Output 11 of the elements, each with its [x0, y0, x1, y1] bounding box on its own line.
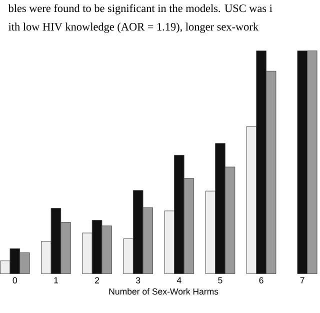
x-tick-label: 4	[176, 277, 182, 284]
text: ith low HIV knowledge (AOR = 1.19), longer sex-work	[8, 22, 259, 33]
text: bles were found to be significant in the models. USC was i	[8, 4, 272, 14]
x-tick-label: 7	[300, 277, 304, 284]
x-tick-label: 1	[54, 277, 58, 284]
x-tick-label: 6	[259, 277, 264, 284]
x-tick-label: 2	[95, 277, 100, 284]
x-axis-title: Number of Sex-Work Harms	[109, 288, 218, 295]
x-tick-label: 0	[12, 277, 18, 284]
x-tick-label: 3	[136, 277, 140, 284]
x-tick-label: 5	[218, 277, 222, 284]
